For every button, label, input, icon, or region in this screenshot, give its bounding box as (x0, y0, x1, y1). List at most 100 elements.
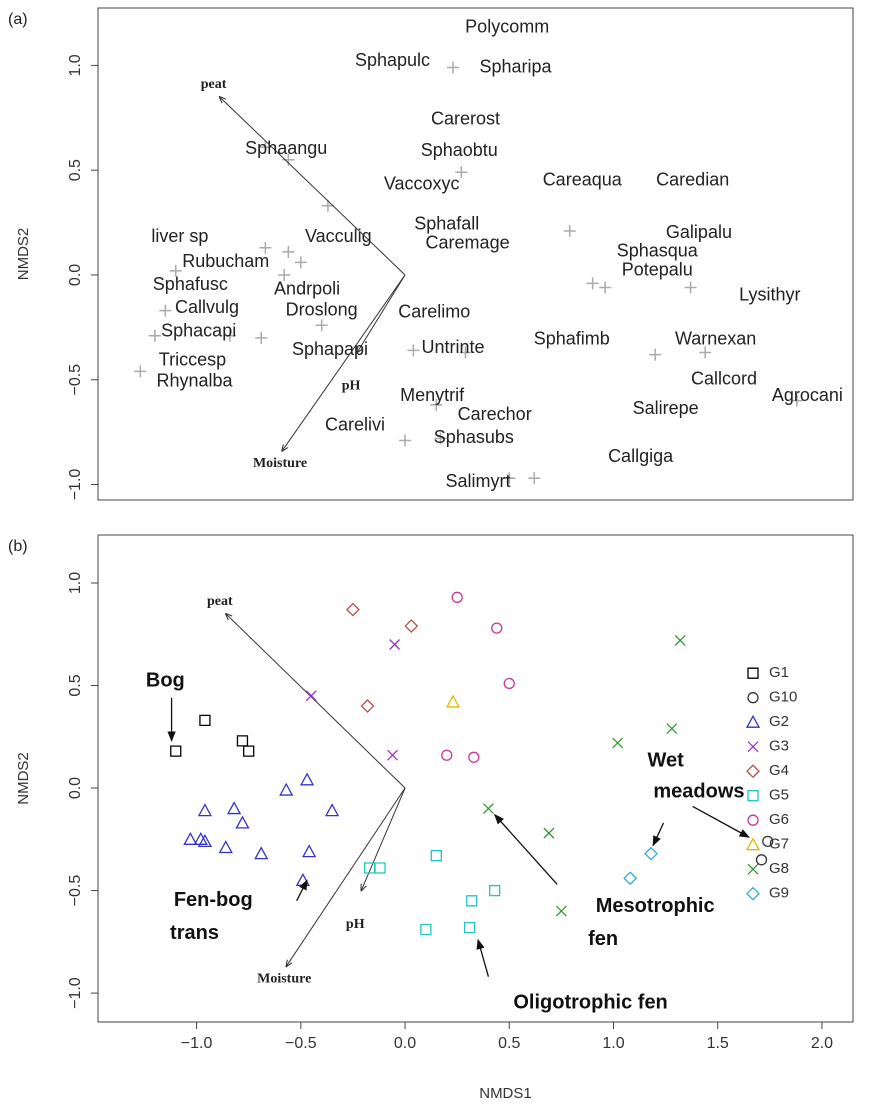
species-label: Callvulg (175, 297, 239, 317)
annotation-arrow (493, 813, 558, 885)
marker (183, 831, 198, 845)
marker (441, 749, 453, 761)
cross-point (599, 281, 612, 294)
marker (197, 833, 213, 847)
species-label: Vaccoxyc (384, 174, 460, 194)
cross-point (699, 346, 712, 359)
marker (755, 854, 768, 866)
annotation: Mesotrophic (596, 895, 715, 917)
species-label: Sphacapi (161, 320, 236, 340)
legend-marker (747, 741, 759, 753)
legend-marker (747, 667, 759, 679)
vector-label: peat (207, 594, 233, 609)
marker (666, 723, 678, 735)
marker (254, 846, 269, 860)
marker (430, 850, 442, 862)
marker (199, 714, 211, 727)
legend-marker (747, 790, 759, 802)
species-label: Salimyrt (445, 471, 510, 491)
cross-point (446, 61, 459, 74)
species-label: Sphapulc (355, 50, 430, 70)
env-vector (220, 97, 406, 276)
marker (468, 751, 480, 763)
cross-point (223, 329, 236, 342)
legend-label: G6 (769, 811, 789, 828)
annotation-arrow (476, 938, 490, 977)
legend-marker (745, 837, 761, 851)
vector-label: Moisture (257, 972, 311, 987)
marker (236, 735, 249, 747)
y-axis-label: NMDS2 (15, 228, 32, 281)
legend-label: G1 (769, 664, 789, 681)
species-label: Sphaangu (245, 138, 327, 158)
legend-label: G9 (769, 885, 789, 902)
species-label: Vacculig (305, 226, 372, 246)
annotation-arrow (652, 822, 665, 847)
cross-point (259, 141, 272, 154)
species-label: Potepalu (622, 260, 693, 280)
species-label: Sphafusc (153, 274, 228, 294)
marker (482, 803, 494, 814)
y-tick-label: −1.0 (67, 469, 84, 501)
legend-label: G7 (769, 836, 789, 853)
species-label: Untrinte (421, 337, 484, 357)
plot-frame (97, 7, 854, 501)
env-vector (226, 614, 406, 789)
marker (235, 815, 250, 829)
y-tick-label: −0.5 (67, 875, 84, 907)
species-label: Sphasqua (617, 241, 699, 261)
env-vector (286, 787, 406, 966)
vector-label: pH (346, 917, 365, 932)
marker (346, 602, 360, 617)
annotation: fen (588, 928, 618, 950)
x-tick-label: 1.5 (707, 1035, 729, 1052)
cross-point (684, 281, 697, 294)
species-label: Sphaobtu (421, 140, 498, 160)
species-label: Lysithyr (739, 285, 800, 305)
plot-frame (97, 534, 854, 1023)
species-label: Sphafall (414, 213, 479, 233)
env-vector (361, 787, 406, 891)
cross-point (315, 319, 328, 332)
legend-marker (746, 764, 760, 779)
marker (299, 772, 315, 786)
cross-point (282, 245, 295, 258)
x-tick-label: 0.0 (394, 1035, 416, 1052)
marker (218, 840, 233, 854)
marker (491, 622, 503, 634)
marker (464, 921, 476, 934)
y-tick-label: 0.0 (67, 264, 84, 286)
cross-point (459, 346, 472, 359)
marker (644, 846, 658, 861)
legend-label: G4 (769, 762, 789, 779)
cross-point (430, 398, 443, 411)
panel: (b) −1.0 −0.5 0.0 0.5 1.0 −1.0 −0.5 0.0 0.5 1.0 1.5… (8, 534, 854, 1102)
annotation: Fen-bog (174, 889, 253, 911)
species-label: Andrpoli (274, 278, 340, 298)
cross-point (455, 166, 468, 179)
marker (374, 862, 386, 874)
species-label: Sphasubs (434, 427, 514, 447)
vector-label: peat (201, 77, 227, 92)
x-tick-label: −1.0 (181, 1035, 213, 1052)
y-tick-label: 0.0 (67, 777, 84, 799)
marker (420, 923, 432, 936)
species-label: Sphafimb (534, 329, 610, 349)
y-axis-label: NMDS2 (15, 752, 32, 805)
marker (543, 827, 555, 839)
panel-label: (b) (8, 538, 28, 555)
env-vector (282, 274, 406, 451)
marker (389, 639, 401, 650)
legend-marker (745, 714, 761, 728)
x-tick-label: 1.0 (602, 1035, 624, 1052)
species-label: Menytrif (400, 385, 465, 405)
marker (404, 619, 419, 633)
species-label: Spharipa (479, 56, 552, 76)
cross-point (790, 394, 803, 407)
y-tick-label: −0.5 (67, 364, 84, 396)
cross-point (586, 277, 599, 290)
y-tick-label: 1.0 (67, 572, 84, 594)
marker (489, 884, 501, 897)
marker (762, 835, 774, 847)
